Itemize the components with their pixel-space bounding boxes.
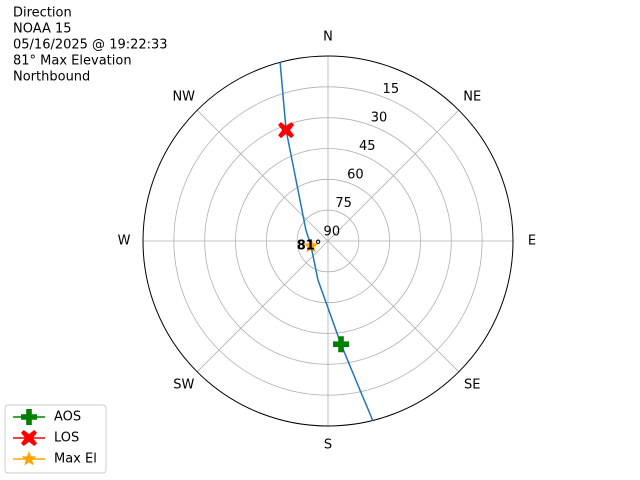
r-tick-label: 30 <box>371 110 388 125</box>
grid-spoke <box>196 109 329 242</box>
r-tick-label: 60 <box>347 167 364 182</box>
direction-label: SE <box>464 378 480 393</box>
marker-x <box>278 122 295 139</box>
grid-spoke <box>327 109 460 242</box>
legend-marker <box>21 409 37 425</box>
annotation: 81° <box>297 238 322 253</box>
direction-label: E <box>528 234 536 249</box>
grid-spoke <box>196 240 329 373</box>
r-tick-label: 75 <box>335 196 352 211</box>
direction-label: NE <box>463 89 481 104</box>
direction-label: W <box>118 234 131 249</box>
grid-spoke <box>327 240 460 373</box>
title-line: Direction <box>13 6 72 21</box>
r-tick-label: 90 <box>324 224 341 239</box>
legend-marker <box>21 451 37 466</box>
title-line: Northbound <box>13 70 90 85</box>
r-tick-label: 15 <box>383 82 400 97</box>
direction-label: N <box>323 30 333 45</box>
legend-marker <box>21 430 37 446</box>
r-tick-label: 45 <box>359 139 376 154</box>
marker-plus <box>333 336 350 353</box>
legend: AOS LOS Max El <box>4 404 107 474</box>
direction-label: S <box>324 438 332 453</box>
title-line: 05/16/2025 @ 19:22:33 <box>13 38 168 53</box>
marker-star <box>303 238 319 253</box>
legend-label: LOS <box>54 431 79 446</box>
legend-label: Max El <box>54 452 97 467</box>
outer-frame <box>142 55 514 427</box>
legend-label: AOS <box>54 410 81 425</box>
title-line: NOAA 15 <box>13 22 72 37</box>
direction-label: SW <box>173 378 194 393</box>
direction-label: NW <box>172 89 195 104</box>
title-line: 81° Max Elevation <box>13 54 132 69</box>
